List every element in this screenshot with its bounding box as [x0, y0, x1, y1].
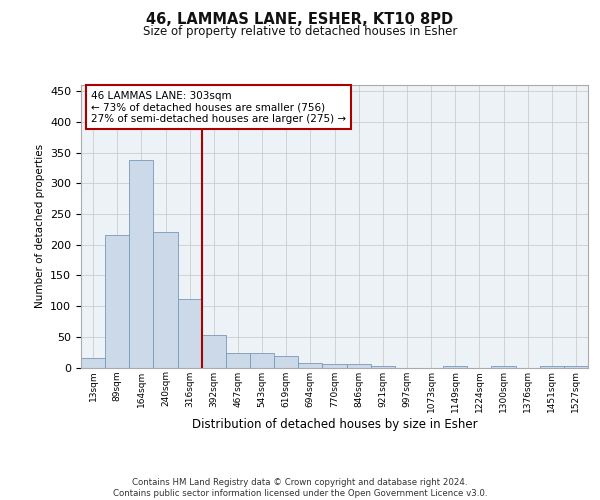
Bar	[226, 353, 250, 368]
Bar	[298, 362, 322, 368]
Bar	[540, 366, 564, 368]
Text: 46, LAMMAS LANE, ESHER, KT10 8PD: 46, LAMMAS LANE, ESHER, KT10 8PD	[146, 12, 454, 28]
Text: Contains HM Land Registry data © Crown copyright and database right 2024.
Contai: Contains HM Land Registry data © Crown c…	[113, 478, 487, 498]
Text: 46 LAMMAS LANE: 303sqm
← 73% of detached houses are smaller (756)
27% of semi-de: 46 LAMMAS LANE: 303sqm ← 73% of detached…	[91, 90, 346, 124]
Bar	[322, 364, 347, 368]
Bar	[154, 232, 178, 368]
Bar	[129, 160, 154, 368]
Bar	[250, 353, 274, 368]
Bar	[274, 356, 298, 368]
Bar	[81, 358, 105, 368]
Bar	[202, 335, 226, 368]
Text: Size of property relative to detached houses in Esher: Size of property relative to detached ho…	[143, 25, 457, 38]
Bar	[347, 364, 371, 368]
Y-axis label: Number of detached properties: Number of detached properties	[35, 144, 44, 308]
Bar	[105, 236, 129, 368]
Bar	[564, 366, 588, 368]
X-axis label: Distribution of detached houses by size in Esher: Distribution of detached houses by size …	[191, 418, 478, 431]
Bar	[371, 366, 395, 368]
Bar	[178, 298, 202, 368]
Bar	[443, 366, 467, 368]
Bar	[491, 366, 515, 368]
